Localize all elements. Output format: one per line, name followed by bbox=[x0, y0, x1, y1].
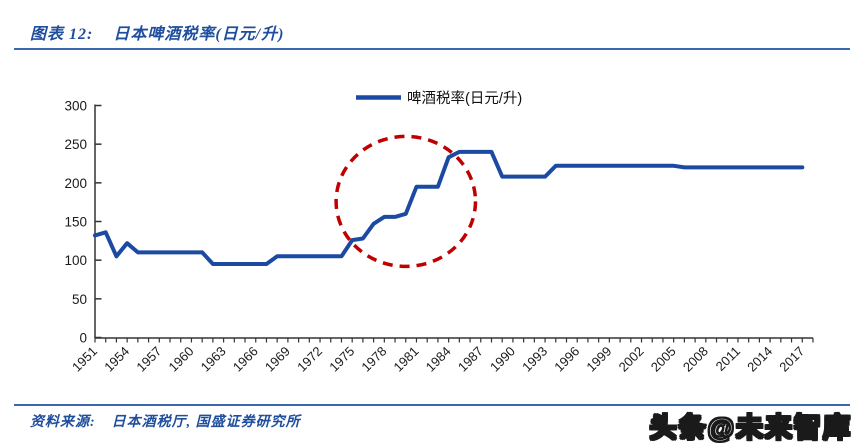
x-tick-label: 1996 bbox=[551, 344, 582, 375]
x-tick-label: 1957 bbox=[133, 344, 164, 375]
x-tick-label: 2011 bbox=[713, 344, 743, 374]
x-tick-label: 2008 bbox=[680, 344, 711, 375]
source-text: 日本酒税厅, 国盛证券研究所 bbox=[111, 415, 301, 430]
y-tick-label: 150 bbox=[64, 215, 87, 230]
x-tick-label: 1981 bbox=[391, 344, 422, 375]
x-tick-label: 1975 bbox=[326, 344, 357, 375]
x-tick-label: 1969 bbox=[262, 344, 293, 375]
series-line-beer-tax bbox=[93, 149, 805, 266]
axes bbox=[94, 104, 813, 339]
x-tick-label: 2017 bbox=[776, 344, 807, 375]
x-axis-labels: 1951 1954 1957 1960 1963 1966 1969 1972 1975 1978… bbox=[69, 344, 807, 375]
x-tick-label: 1978 bbox=[358, 344, 389, 375]
x-tick-label: 1990 bbox=[487, 344, 518, 375]
x-tick-label: 2002 bbox=[616, 344, 647, 375]
y-axis-ticks: 0 50 100 150 200 250 300 bbox=[64, 99, 102, 346]
x-tick-label: 1984 bbox=[423, 344, 454, 375]
x-tick-label: 1972 bbox=[294, 344, 325, 375]
highlight-ellipse bbox=[334, 134, 478, 269]
watermark-toutiao: 头条@未来智库 bbox=[649, 412, 852, 444]
source-label: 资料来源: bbox=[30, 415, 96, 430]
x-tick-label: 1999 bbox=[583, 344, 614, 375]
figure-title-row: 图表 12: 日本啤酒税率(日元/升) bbox=[30, 20, 284, 44]
x-tick-label: 1993 bbox=[519, 344, 550, 375]
legend: 啤酒税率(日元/升) bbox=[356, 90, 522, 107]
header-rule bbox=[14, 48, 850, 50]
y-tick-label: 100 bbox=[64, 253, 87, 268]
x-tick-label: 1966 bbox=[230, 344, 261, 375]
y-tick-label: 50 bbox=[72, 292, 87, 307]
y-tick-label: 250 bbox=[64, 137, 87, 152]
x-tick-label: 2014 bbox=[744, 344, 775, 375]
figure-label: 图表 12: bbox=[30, 26, 94, 43]
y-tick-label: 300 bbox=[64, 99, 87, 114]
y-tick-label: 0 bbox=[79, 331, 87, 346]
legend-label: 啤酒税率(日元/升) bbox=[407, 90, 522, 107]
x-tick-label: 1954 bbox=[101, 344, 132, 375]
x-tick-label: 1951 bbox=[69, 344, 100, 375]
source-row: 资料来源: 日本酒税厅, 国盛证券研究所 bbox=[30, 411, 301, 431]
y-tick-label: 200 bbox=[64, 176, 87, 191]
footer-rule bbox=[14, 404, 850, 406]
x-tick-label: 1960 bbox=[166, 344, 197, 375]
figure-title: 日本啤酒税率(日元/升) bbox=[113, 26, 285, 43]
x-tick-label: 1963 bbox=[198, 344, 229, 375]
x-tick-label: 1987 bbox=[455, 344, 486, 375]
x-tick-label: 2005 bbox=[648, 344, 679, 375]
x-axis-ticks bbox=[94, 338, 814, 343]
